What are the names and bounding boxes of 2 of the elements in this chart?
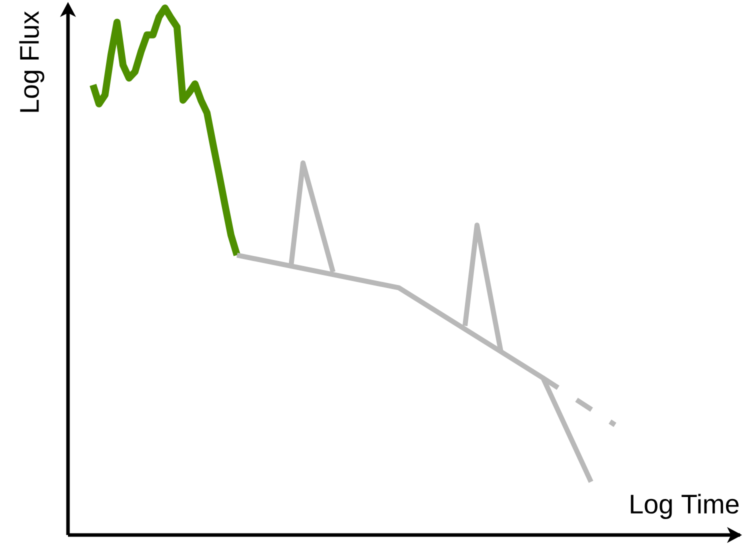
y-axis-title: Log Flux bbox=[19, 11, 44, 112]
x-axis-title: Log Time bbox=[630, 494, 739, 519]
